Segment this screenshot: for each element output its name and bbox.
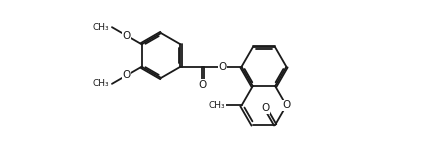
Text: CH₃: CH₃ (208, 101, 225, 110)
Text: O: O (261, 103, 270, 113)
Text: O: O (218, 62, 227, 72)
Text: O: O (199, 80, 207, 90)
Text: O: O (122, 70, 131, 80)
Text: CH₃: CH₃ (92, 79, 109, 88)
Text: CH₃: CH₃ (92, 23, 109, 32)
Text: O: O (122, 31, 131, 41)
Text: O: O (282, 100, 291, 110)
